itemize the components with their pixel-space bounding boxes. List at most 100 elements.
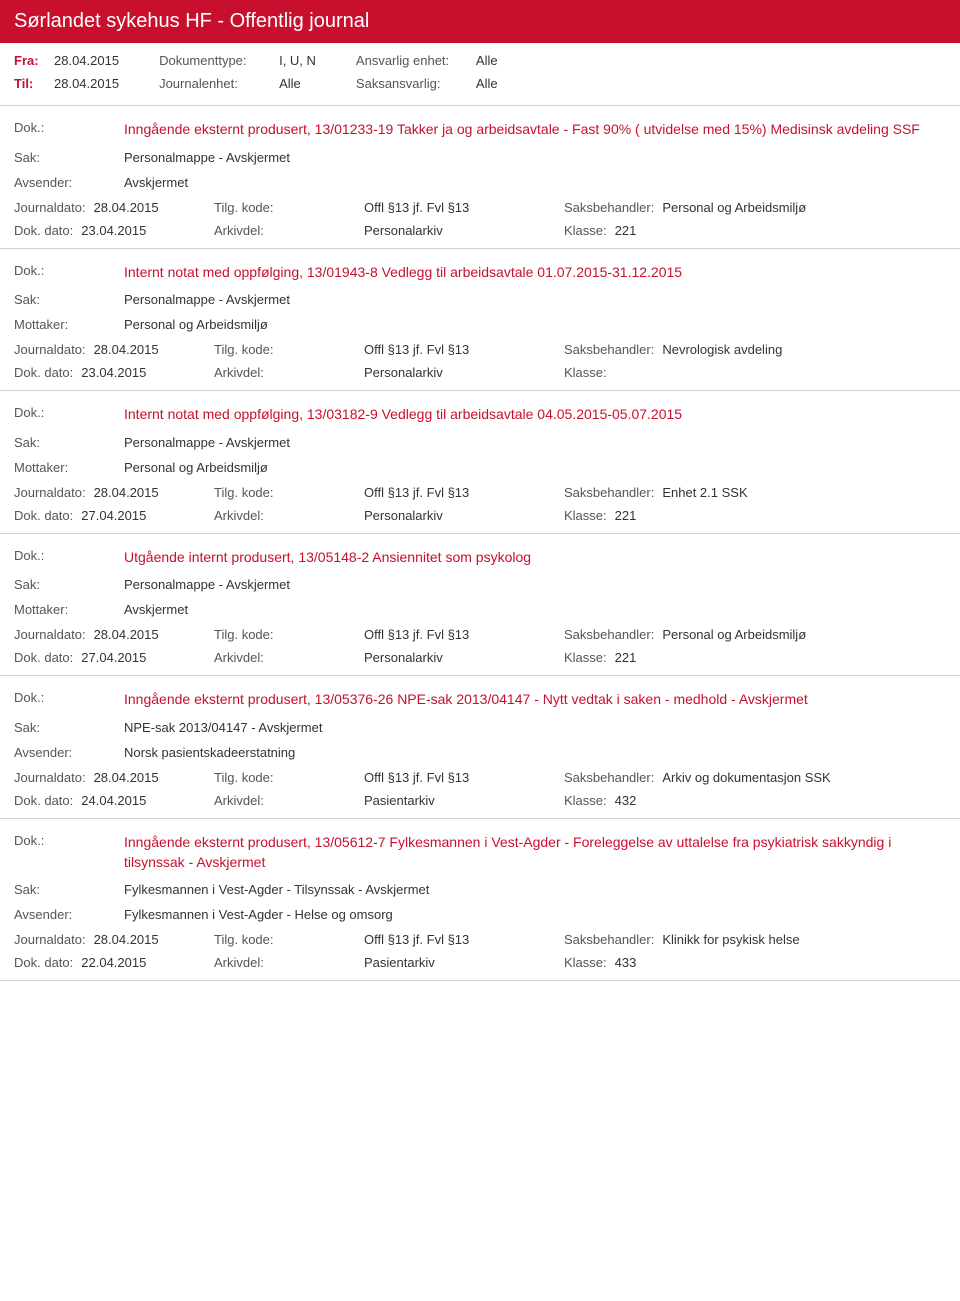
sak-label: Sak: bbox=[14, 720, 124, 735]
saksbehandler-value: Personal og Arbeidsmiljø bbox=[662, 627, 806, 642]
klasse-label: Klasse: bbox=[564, 223, 607, 238]
filter-til-label: Til: bbox=[14, 76, 44, 91]
saksbehandler-label: Saksbehandler: bbox=[564, 342, 654, 357]
arkivdel-label: Arkivdel: bbox=[214, 955, 264, 970]
party-label: Avsender: bbox=[14, 745, 124, 760]
sak-value: Personalmappe - Avskjermet bbox=[124, 435, 946, 450]
journaldato-value: 28.04.2015 bbox=[94, 342, 159, 357]
party-value: Fylkesmannen i Vest-Agder - Helse og oms… bbox=[124, 907, 946, 922]
saksbehandler-value: Nevrologisk avdeling bbox=[662, 342, 782, 357]
page-title: Sørlandet sykehus HF - Offentlig journal bbox=[0, 0, 960, 43]
klasse-value: 221 bbox=[615, 223, 637, 238]
party-value: Avskjermet bbox=[124, 602, 946, 617]
sak-label: Sak: bbox=[14, 150, 124, 165]
saksbehandler-label: Saksbehandler: bbox=[564, 485, 654, 500]
dok-label: Dok.: bbox=[14, 548, 124, 563]
tilgkode-value: Offl §13 jf. Fvl §13 bbox=[364, 932, 469, 947]
klasse-label: Klasse: bbox=[564, 955, 607, 970]
dokdato-label: Dok. dato: bbox=[14, 365, 73, 380]
party-value: Personal og Arbeidsmiljø bbox=[124, 460, 946, 475]
filter-ansvarlig-label: Ansvarlig enhet: bbox=[356, 53, 466, 68]
filter-fra-label: Fra: bbox=[14, 53, 44, 68]
entry-title: Inngående eksternt produsert, 13/05612-7… bbox=[124, 833, 946, 872]
dokdato-value: 27.04.2015 bbox=[81, 508, 146, 523]
tilgkode-value: Offl §13 jf. Fvl §13 bbox=[364, 770, 469, 785]
filter-saksansvarlig-value: Alle bbox=[476, 76, 498, 91]
tilgkode-label: Tilg. kode: bbox=[214, 342, 274, 357]
tilgkode-label: Tilg. kode: bbox=[214, 770, 274, 785]
entry-title: Internt notat med oppfølging, 13/01943-8… bbox=[124, 263, 946, 283]
saksbehandler-label: Saksbehandler: bbox=[564, 770, 654, 785]
party-value: Norsk pasientskadeerstatning bbox=[124, 745, 946, 760]
arkivdel-value: Personalarkiv bbox=[364, 650, 443, 665]
tilgkode-value: Offl §13 jf. Fvl §13 bbox=[364, 342, 469, 357]
party-label: Mottaker: bbox=[14, 602, 124, 617]
dokdato-value: 27.04.2015 bbox=[81, 650, 146, 665]
tilgkode-label: Tilg. kode: bbox=[214, 200, 274, 215]
arkivdel-label: Arkivdel: bbox=[214, 365, 264, 380]
journaldato-label: Journaldato: bbox=[14, 932, 86, 947]
entry-title: Utgående internt produsert, 13/05148-2 A… bbox=[124, 548, 946, 568]
klasse-label: Klasse: bbox=[564, 365, 607, 380]
journal-entry: Dok.: Inngående eksternt produsert, 13/0… bbox=[0, 676, 960, 819]
party-label: Avsender: bbox=[14, 907, 124, 922]
journaldato-value: 28.04.2015 bbox=[94, 200, 159, 215]
journal-entry: Dok.: Utgående internt produsert, 13/051… bbox=[0, 534, 960, 677]
journaldato-label: Journaldato: bbox=[14, 627, 86, 642]
sak-label: Sak: bbox=[14, 292, 124, 307]
dokdato-value: 24.04.2015 bbox=[81, 793, 146, 808]
saksbehandler-value: Personal og Arbeidsmiljø bbox=[662, 200, 806, 215]
sak-label: Sak: bbox=[14, 882, 124, 897]
tilgkode-label: Tilg. kode: bbox=[214, 932, 274, 947]
arkivdel-value: Pasientarkiv bbox=[364, 955, 435, 970]
filter-fra-value: 28.04.2015 bbox=[54, 53, 119, 68]
journaldato-label: Journaldato: bbox=[14, 485, 86, 500]
klasse-label: Klasse: bbox=[564, 508, 607, 523]
sak-value: Personalmappe - Avskjermet bbox=[124, 292, 946, 307]
party-label: Mottaker: bbox=[14, 317, 124, 332]
filter-saksansvarlig-label: Saksansvarlig: bbox=[356, 76, 466, 91]
arkivdel-label: Arkivdel: bbox=[214, 793, 264, 808]
arkivdel-value: Personalarkiv bbox=[364, 508, 443, 523]
dok-label: Dok.: bbox=[14, 120, 124, 135]
klasse-value: 221 bbox=[615, 650, 637, 665]
dokdato-value: 23.04.2015 bbox=[81, 365, 146, 380]
journaldato-value: 28.04.2015 bbox=[94, 770, 159, 785]
arkivdel-label: Arkivdel: bbox=[214, 650, 264, 665]
journaldato-label: Journaldato: bbox=[14, 770, 86, 785]
journal-entry: Dok.: Internt notat med oppfølging, 13/0… bbox=[0, 249, 960, 392]
sak-value: Personalmappe - Avskjermet bbox=[124, 577, 946, 592]
journaldato-label: Journaldato: bbox=[14, 342, 86, 357]
party-value: Personal og Arbeidsmiljø bbox=[124, 317, 946, 332]
journaldato-value: 28.04.2015 bbox=[94, 932, 159, 947]
tilgkode-label: Tilg. kode: bbox=[214, 627, 274, 642]
filter-journalenhet-label: Journalenhet: bbox=[159, 76, 269, 91]
filter-ansvarlig-value: Alle bbox=[476, 53, 498, 68]
tilgkode-label: Tilg. kode: bbox=[214, 485, 274, 500]
party-value: Avskjermet bbox=[124, 175, 946, 190]
sak-label: Sak: bbox=[14, 435, 124, 450]
sak-value: Personalmappe - Avskjermet bbox=[124, 150, 946, 165]
tilgkode-value: Offl §13 jf. Fvl §13 bbox=[364, 485, 469, 500]
arkivdel-label: Arkivdel: bbox=[214, 508, 264, 523]
party-label: Mottaker: bbox=[14, 460, 124, 475]
arkivdel-value: Pasientarkiv bbox=[364, 793, 435, 808]
filter-journalenhet-value: Alle bbox=[279, 76, 301, 91]
tilgkode-value: Offl §13 jf. Fvl §13 bbox=[364, 627, 469, 642]
arkivdel-label: Arkivdel: bbox=[214, 223, 264, 238]
dokdato-label: Dok. dato: bbox=[14, 223, 73, 238]
journaldato-label: Journaldato: bbox=[14, 200, 86, 215]
sak-label: Sak: bbox=[14, 577, 124, 592]
saksbehandler-value: Arkiv og dokumentasjon SSK bbox=[662, 770, 830, 785]
party-label: Avsender: bbox=[14, 175, 124, 190]
journal-entry: Dok.: Inngående eksternt produsert, 13/0… bbox=[0, 106, 960, 249]
dokdato-label: Dok. dato: bbox=[14, 955, 73, 970]
filter-dokumenttype-value: I, U, N bbox=[279, 53, 316, 68]
journal-entry: Dok.: Internt notat med oppfølging, 13/0… bbox=[0, 391, 960, 534]
saksbehandler-label: Saksbehandler: bbox=[564, 200, 654, 215]
saksbehandler-label: Saksbehandler: bbox=[564, 627, 654, 642]
dok-label: Dok.: bbox=[14, 690, 124, 705]
dok-label: Dok.: bbox=[14, 263, 124, 278]
klasse-label: Klasse: bbox=[564, 650, 607, 665]
klasse-label: Klasse: bbox=[564, 793, 607, 808]
